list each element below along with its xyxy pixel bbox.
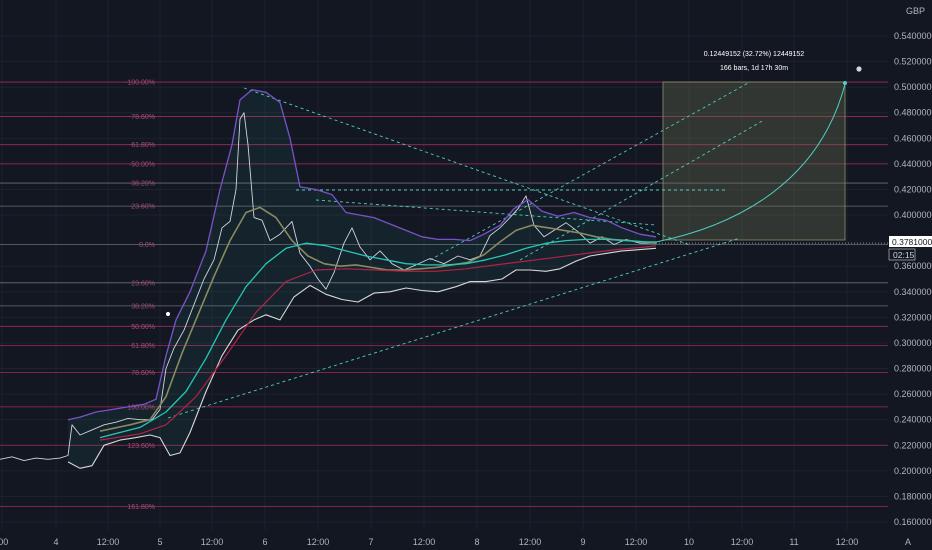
trendline-channel-mid[interactable] xyxy=(519,119,765,261)
price-axis-label: 0.30000000 xyxy=(894,338,932,348)
time-axis-label: 12:00 xyxy=(836,537,859,547)
projection-curve[interactable] xyxy=(655,83,846,243)
time-axis-label: 12:00 xyxy=(413,537,436,547)
fib-level-label: -50.00% xyxy=(129,161,155,168)
time-axis-label: 12:00 xyxy=(97,537,120,547)
time-axis-label: 7 xyxy=(368,537,373,547)
time-axis-label: 12:00 xyxy=(307,537,330,547)
price-axis[interactable]: 0.54000000 0.52000000 0.50000000 0.48000000… xyxy=(894,31,932,527)
time-axis-label: 10 xyxy=(684,537,694,547)
time-axis-label: 6 xyxy=(262,537,267,547)
measure-box[interactable] xyxy=(662,81,846,241)
time-axis-label: 9 xyxy=(580,537,585,547)
currency-label: GBP xyxy=(906,6,925,16)
time-axis-label: 5 xyxy=(157,537,162,547)
settings-icon[interactable] xyxy=(856,66,862,72)
fib-level-label: 78.60% xyxy=(131,370,155,377)
fib-level-label: -100.00% xyxy=(125,80,155,87)
teal-ma-line[interactable] xyxy=(99,238,656,439)
fib-level-label: 161.80% xyxy=(127,504,155,511)
price-axis-label: 0.22000000 xyxy=(894,440,932,450)
measure-label-change: 0.12449152 (32.72%) 12449152 xyxy=(704,51,805,58)
time-axis[interactable]: :00 4 12:00 5 12:00 6 12:00 7 12:00 8 12:00 9 12:00 1… xyxy=(0,537,858,547)
trendline-channel-high[interactable] xyxy=(429,81,751,261)
countdown-tag xyxy=(888,248,916,261)
fib-level-label: -23.60% xyxy=(129,204,155,211)
price-tag xyxy=(889,236,932,247)
fib-level-label: -78.60% xyxy=(129,114,155,121)
time-axis-label: 12:00 xyxy=(625,537,648,547)
price-axis-label: 0.36000000 xyxy=(894,261,932,271)
price-axis-label: 0.24000000 xyxy=(894,415,932,425)
time-axis-label: 12:00 xyxy=(519,537,542,547)
red-ma-line[interactable] xyxy=(99,245,657,441)
fib-level-label: 23.60% xyxy=(131,280,155,287)
time-axis-label: :00 xyxy=(0,537,8,547)
time-axis-label: 4 xyxy=(53,537,58,547)
trend-lines[interactable] xyxy=(167,81,765,419)
fib-level-label: 61.80% xyxy=(131,343,155,350)
price-axis-label: 0.34000000 xyxy=(894,287,932,297)
fib-level-label: 50.00% xyxy=(131,324,155,331)
time-axis-label: 8 xyxy=(474,537,479,547)
price-axis-label: 0.54000000 xyxy=(894,31,932,41)
upper-band-line[interactable] xyxy=(67,89,657,421)
price-axis-label: 0.26000000 xyxy=(894,389,932,399)
price-axis-label: 0.50000000 xyxy=(894,82,932,92)
time-axis-label: 11 xyxy=(789,537,798,547)
band-fill xyxy=(68,89,656,469)
price-axis-label: 0.48000000 xyxy=(894,108,932,118)
trendline-descending[interactable] xyxy=(315,199,657,226)
price-axis-label: 0.40000000 xyxy=(894,210,932,220)
fib-level-label: 0.0% xyxy=(139,242,155,249)
lower-band-line[interactable] xyxy=(67,247,657,469)
price-line[interactable] xyxy=(0,112,656,462)
fib-level-label: -61.80% xyxy=(129,142,155,149)
price-axis-label: 0.52000000 xyxy=(894,57,932,67)
time-axis-label: 12:00 xyxy=(731,537,754,547)
fib-level-label: 123.60% xyxy=(127,443,155,450)
price-axis-label: 0.20000000 xyxy=(894,466,932,476)
fib-level-label: 38.20% xyxy=(131,303,155,310)
price-axis-label: 0.44000000 xyxy=(894,159,932,169)
price-axis-label: 0.42000000 xyxy=(894,184,932,194)
fib-level-label: -38.20% xyxy=(129,181,155,188)
trendline-support[interactable] xyxy=(167,237,741,419)
countdown-value: 02:15 xyxy=(893,250,915,260)
time-axis-label: 12:00 xyxy=(201,537,224,547)
measure-label-bars: 166 bars, 1d 17h 30m xyxy=(720,65,788,72)
fib-level-label: 100.00% xyxy=(127,404,155,411)
price-axis-label: 0.32000000 xyxy=(894,312,932,322)
price-axis-label: 0.18000000 xyxy=(894,491,932,501)
auto-scale-icon[interactable]: A xyxy=(905,537,911,547)
fibonacci-retracement[interactable]: -100.00% -78.60% -61.80% -50.00% -38.20% -23.… xyxy=(0,80,888,512)
price-axis-label: 0.16000000 xyxy=(894,517,932,527)
projection-anchor-point[interactable] xyxy=(843,81,847,85)
trendline-upper-fan[interactable] xyxy=(243,87,691,246)
price-axis-label: 0.46000000 xyxy=(894,133,932,143)
price-axis-label: 0.28000000 xyxy=(894,364,932,374)
pivot-marker[interactable] xyxy=(166,312,170,316)
chart-series xyxy=(0,89,888,469)
